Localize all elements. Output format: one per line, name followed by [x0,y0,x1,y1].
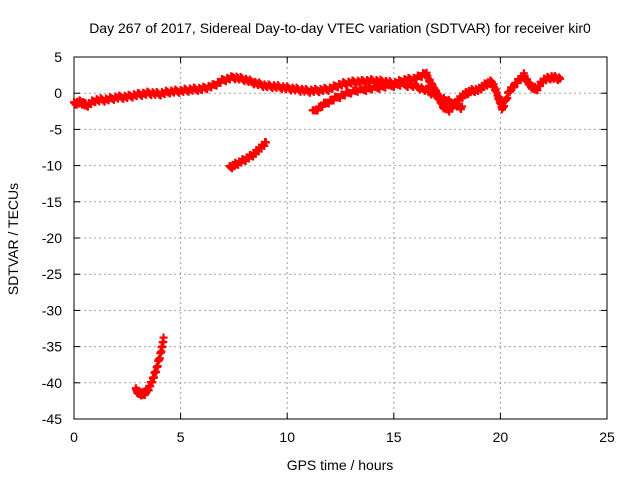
y-tick-label: -15 [42,194,62,210]
x-tick-label: 5 [177,429,185,445]
data-point-isolated-segment-mid [261,138,270,147]
data-point-isolated-segment-low [159,333,168,342]
x-axis-label: GPS time / hours [287,457,394,473]
y-tick-label: -5 [50,121,63,137]
data-point-descending-band [458,102,467,111]
chart-title: Day 267 of 2017, Sidereal Day-to-day VTE… [89,20,591,36]
y-tick-label: 0 [54,85,62,101]
x-tick-label: 20 [493,429,509,445]
x-tick-label: 10 [279,429,295,445]
x-tick-label: 0 [70,429,78,445]
ticks: 0 5 10 15 20 25 5 0 -5 -10 -15 -20 -25 -30 -35 -40 -45 [42,49,615,445]
y-tick-label: -30 [42,302,62,318]
data-point-main-band [556,74,565,83]
y-tick-label: -20 [42,230,62,246]
y-tick-label: -40 [42,375,62,391]
y-tick-label: -45 [42,411,62,427]
y-tick-label: 5 [54,49,62,65]
y-tick-label: -35 [42,339,62,355]
x-tick-label: 15 [386,429,402,445]
data-marks [70,68,565,400]
grid [74,57,607,419]
y-axis-label: SDTVAR / TECUs [5,183,21,295]
y-tick-label: -25 [42,266,62,282]
y-tick-label: -10 [42,158,62,174]
x-tick-label: 25 [599,429,615,445]
